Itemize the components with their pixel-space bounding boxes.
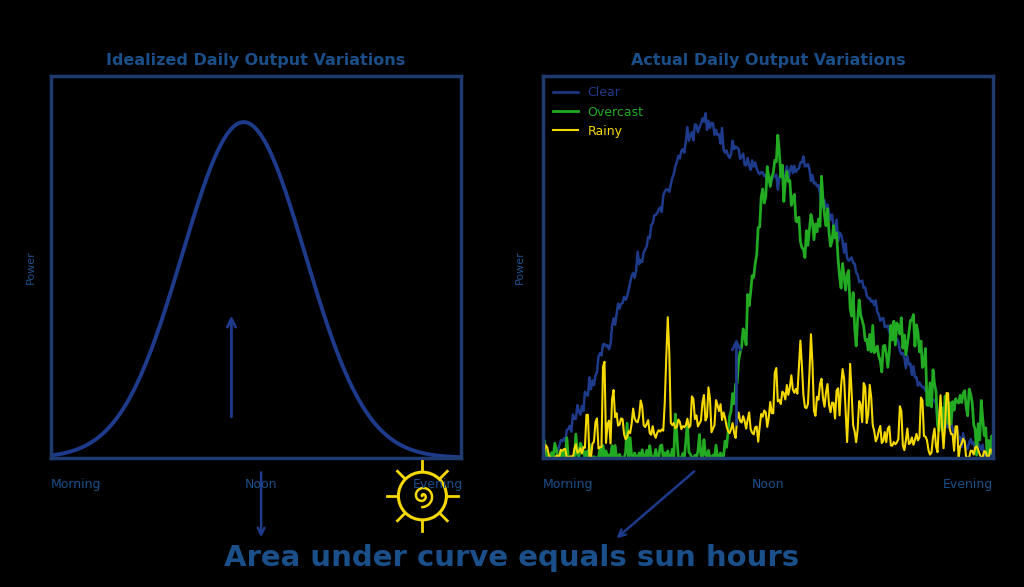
Overcast (918, 361, 930, 368)
Line: Rainy: Rainy (543, 317, 993, 458)
Clear (987, 454, 999, 461)
Line: Overcast: Overcast (543, 135, 993, 458)
Clear (808, 180, 820, 187)
Rainy (987, 452, 999, 459)
Clear (920, 387, 932, 394)
Legend: Clear, Overcast, Rainy: Clear, Overcast, Rainy (548, 82, 649, 143)
Text: Morning: Morning (543, 478, 593, 491)
Text: Area under curve equals sun hours: Area under curve equals sun hours (224, 544, 800, 572)
Text: Noon: Noon (245, 478, 278, 491)
Overcast (806, 218, 818, 225)
Overcast (946, 398, 958, 405)
Title: Idealized Daily Output Variations: Idealized Daily Output Variations (106, 53, 406, 68)
Rainy (814, 381, 826, 388)
Text: Morning: Morning (51, 478, 101, 491)
Rainy (806, 360, 818, 367)
Rainy (662, 313, 674, 321)
Text: Power: Power (515, 250, 525, 284)
Rainy (946, 431, 958, 438)
Rainy (918, 433, 930, 440)
Clear (815, 202, 827, 209)
Title: Actual Daily Output Variations: Actual Daily Output Variations (631, 53, 905, 68)
Overcast (537, 454, 549, 461)
Rainy (538, 449, 550, 456)
Rainy (537, 454, 549, 461)
Clear (540, 454, 552, 461)
Rainy (805, 330, 817, 338)
Text: Evening: Evening (943, 478, 993, 491)
Clear (537, 447, 549, 454)
Clear (538, 454, 550, 461)
Line: Clear: Clear (543, 113, 993, 458)
Clear (699, 110, 712, 117)
Text: Noon: Noon (752, 478, 784, 491)
Overcast (805, 211, 817, 218)
Text: Power: Power (26, 250, 36, 284)
Overcast (772, 131, 784, 139)
Overcast (987, 443, 999, 450)
Clear (806, 171, 818, 178)
Clear (948, 431, 961, 438)
Text: Evening: Evening (413, 478, 463, 491)
Overcast (538, 437, 550, 444)
Overcast (814, 223, 826, 230)
